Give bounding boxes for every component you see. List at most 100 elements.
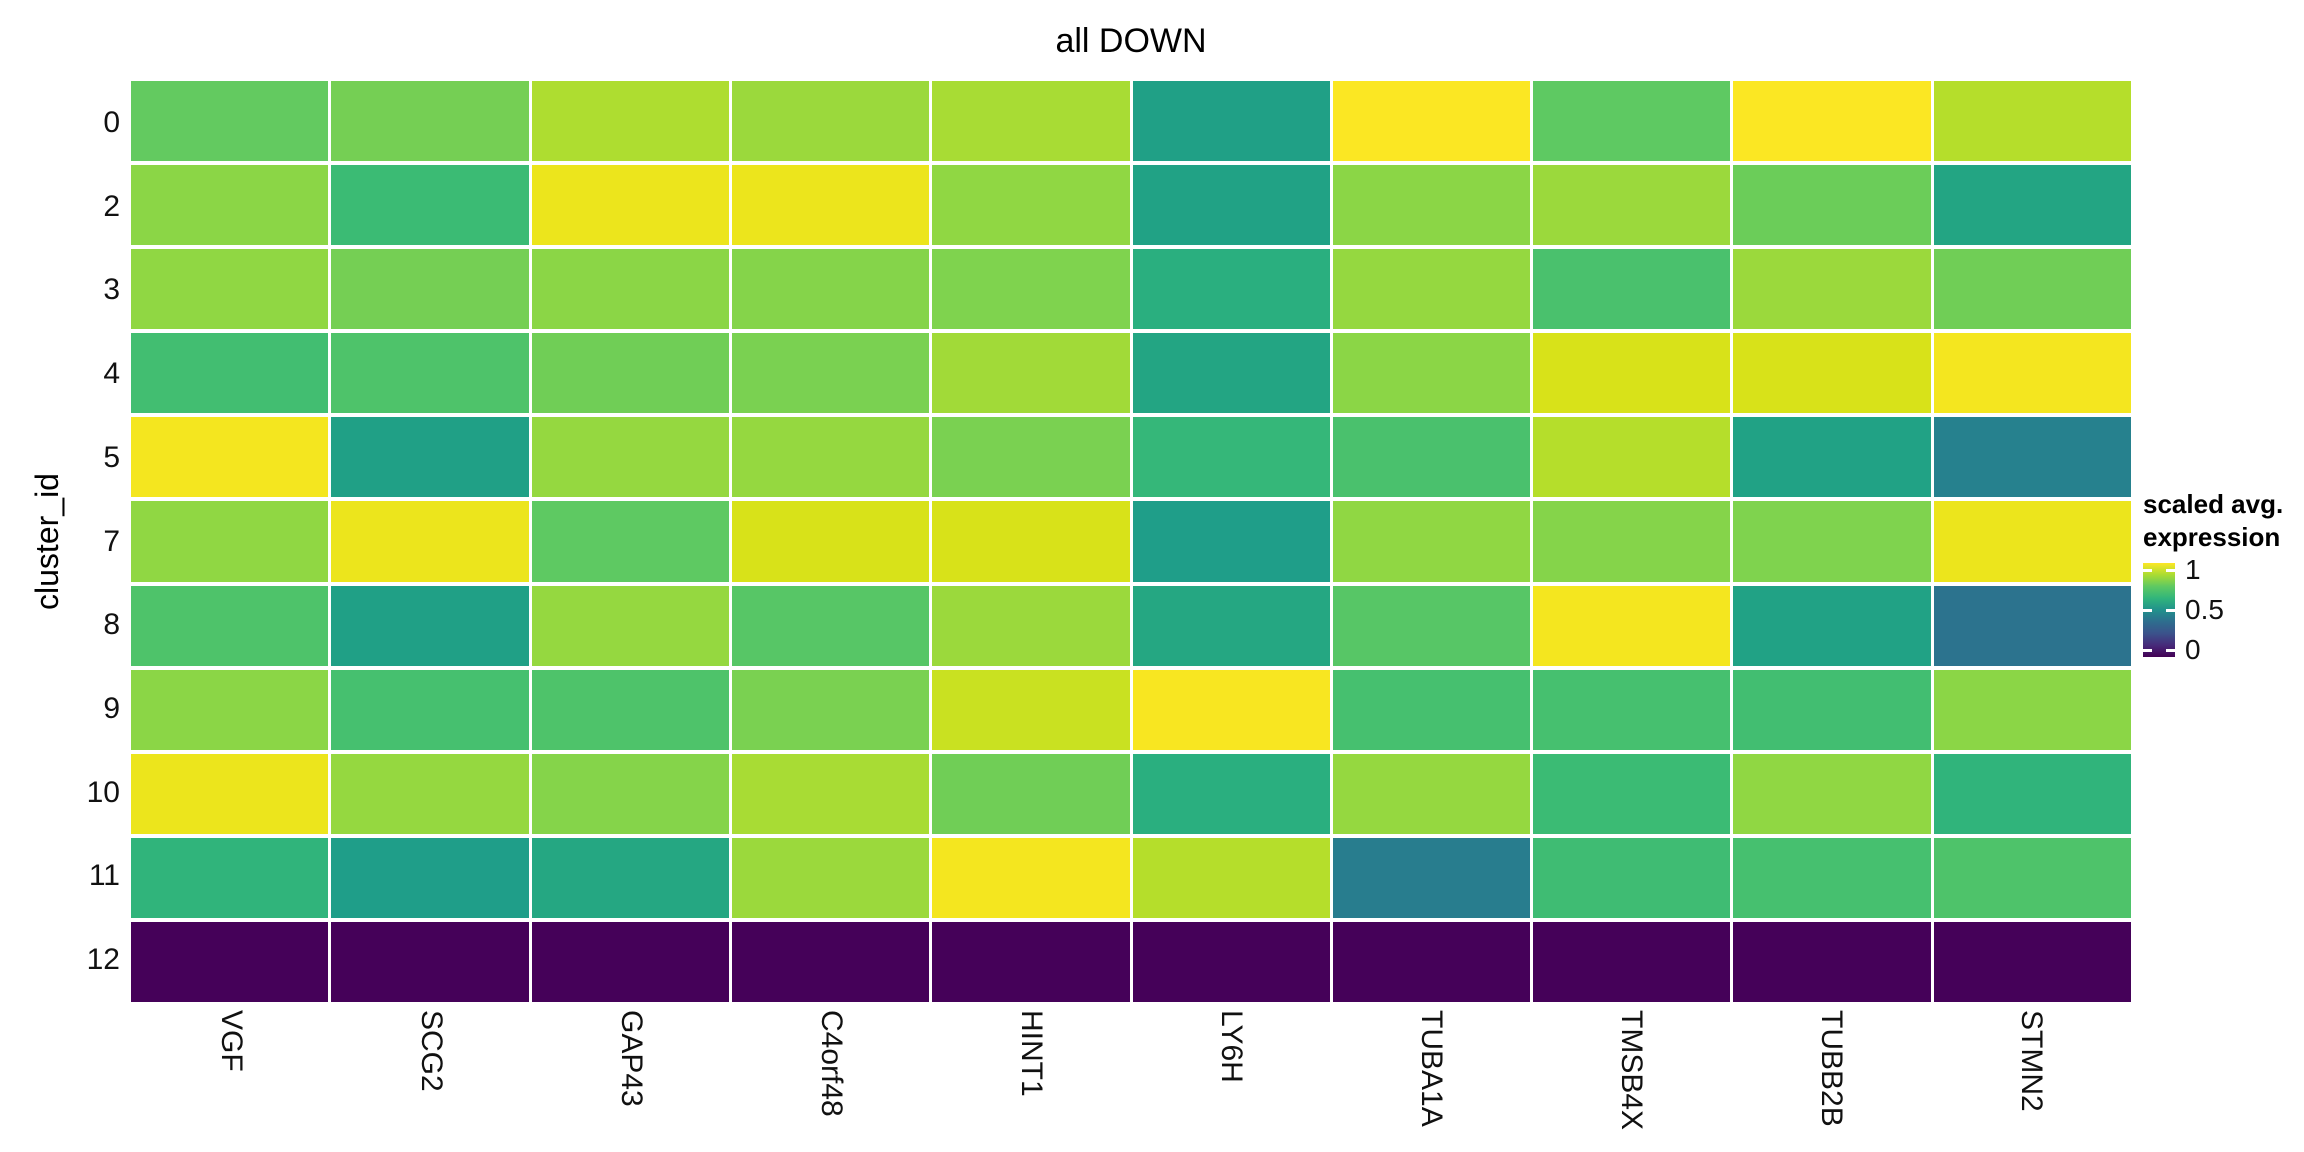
legend-tick-label: 0 <box>2185 634 2201 665</box>
heatmap-cell <box>331 921 529 1002</box>
heatmap-cell <box>1533 837 1731 918</box>
heatmap-cell <box>1733 81 1931 162</box>
heatmap-cell <box>531 417 729 498</box>
heatmap-cell <box>1933 585 2131 666</box>
heatmap-cell <box>731 333 930 414</box>
heatmap-cell <box>1733 501 1931 582</box>
heatmap-cell <box>1533 249 1731 330</box>
legend-title-line1: scaled avg. <box>2143 489 2284 519</box>
heatmap-cell <box>731 81 930 162</box>
y-tick-label: 8 <box>103 608 120 642</box>
heatmap-cell <box>932 837 1130 918</box>
y-axis-tick-labels: 0 2 3 4 5 7 8 9 10 11 12 <box>0 81 126 1002</box>
x-tick-label: HINT1 <box>1015 1010 1048 1097</box>
heatmap-grid <box>131 81 2131 1002</box>
legend-tick-labels: 1 0.5 0 <box>2185 554 2295 665</box>
legend-tick-mark <box>2166 608 2175 612</box>
heatmap-cell <box>1533 669 1731 750</box>
heatmap-cell <box>531 501 729 582</box>
heatmap-cell <box>1332 501 1531 582</box>
heatmap-cell <box>1933 417 2131 498</box>
y-tick-label: 7 <box>103 524 120 558</box>
heatmap-cell <box>1332 669 1531 750</box>
heatmap-cell <box>531 81 729 162</box>
legend-tick-mark <box>2166 648 2175 652</box>
x-tick-label: TUBB2B <box>1815 1010 1848 1127</box>
heatmap-cell <box>731 753 930 834</box>
heatmap-cell <box>1132 669 1330 750</box>
heatmap-cell <box>131 417 329 498</box>
heatmap-cell <box>1533 585 1731 666</box>
heatmap-cell <box>531 837 729 918</box>
x-tick-label: VGF <box>215 1010 248 1072</box>
heatmap-cell <box>731 165 930 246</box>
legend-tick-label: 0.5 <box>2185 594 2224 625</box>
heatmap-cell <box>1132 249 1330 330</box>
heatmap-cell <box>1733 165 1931 246</box>
x-tick-label: TUBA1A <box>1415 1010 1448 1127</box>
heatmap-cell <box>932 417 1130 498</box>
heatmap-cell <box>1132 417 1330 498</box>
heatmap-cell <box>1933 921 2131 1002</box>
heatmap-cell <box>1332 249 1531 330</box>
heatmap-cell <box>932 585 1130 666</box>
legend-tick-mark <box>2143 568 2152 572</box>
heatmap-cell <box>331 417 529 498</box>
heatmap-cell <box>1332 753 1531 834</box>
heatmap-cell <box>932 81 1130 162</box>
heatmap-cell <box>731 249 930 330</box>
heatmap-cell <box>1132 165 1330 246</box>
heatmap-cell <box>1933 501 2131 582</box>
heatmap-cell <box>531 249 729 330</box>
heatmap-cell <box>331 333 529 414</box>
heatmap-cell <box>1933 753 2131 834</box>
heatmap-cell <box>531 165 729 246</box>
heatmap-cell <box>131 501 329 582</box>
legend-colorbar-wrap: 1 0.5 0 <box>2143 554 2303 665</box>
heatmap-cell <box>1332 333 1531 414</box>
y-tick-label: 12 <box>86 943 120 977</box>
heatmap-cell <box>1332 585 1531 666</box>
y-tick-label: 2 <box>103 189 120 223</box>
heatmap-cell <box>1733 669 1931 750</box>
x-tick-label: SCG2 <box>415 1010 448 1092</box>
y-tick-label: 4 <box>103 357 120 391</box>
heatmap-cell <box>131 669 329 750</box>
heatmap-cell <box>932 333 1130 414</box>
heatmap-cell <box>932 249 1130 330</box>
heatmap-cell <box>331 837 529 918</box>
heatmap-cell <box>1933 837 2131 918</box>
y-tick-label: 9 <box>103 692 120 725</box>
plot-title: all DOWN <box>1055 22 1207 60</box>
heatmap-cell <box>731 921 930 1002</box>
heatmap-cell <box>531 753 729 834</box>
legend-colorbar-gradient <box>2143 563 2175 657</box>
legend: scaled avg. expression 1 0.5 0 <box>2143 488 2303 665</box>
heatmap-cell <box>932 669 1130 750</box>
heatmap-cell <box>1332 165 1531 246</box>
y-tick-label: 0 <box>103 105 120 139</box>
heatmap-cell <box>131 837 329 918</box>
legend-title-line2: expression <box>2143 522 2281 552</box>
heatmap-cell <box>531 669 729 750</box>
x-tick-label: GAP43 <box>615 1010 648 1107</box>
heatmap-cell <box>1332 81 1531 162</box>
heatmap-cell <box>531 585 729 666</box>
heatmap-cell <box>331 249 529 330</box>
heatmap-cell <box>1733 921 1931 1002</box>
legend-tick-mark <box>2143 608 2152 612</box>
heatmap-cell <box>331 753 529 834</box>
heatmap-cell <box>1733 753 1931 834</box>
legend-tick-label: 1 <box>2185 554 2201 585</box>
heatmap-cell <box>131 921 329 1002</box>
heatmap-cell <box>131 165 329 246</box>
heatmap-cell <box>1533 165 1731 246</box>
heatmap-cell <box>331 669 529 750</box>
heatmap-cell <box>1132 585 1330 666</box>
x-tick-label: TMSB4X <box>1615 1010 1648 1131</box>
heatmap-cell <box>932 501 1130 582</box>
heatmap-cell <box>1533 753 1731 834</box>
heatmap-cell <box>1332 837 1531 918</box>
x-tick-label: STMN2 <box>2015 1010 2048 1112</box>
